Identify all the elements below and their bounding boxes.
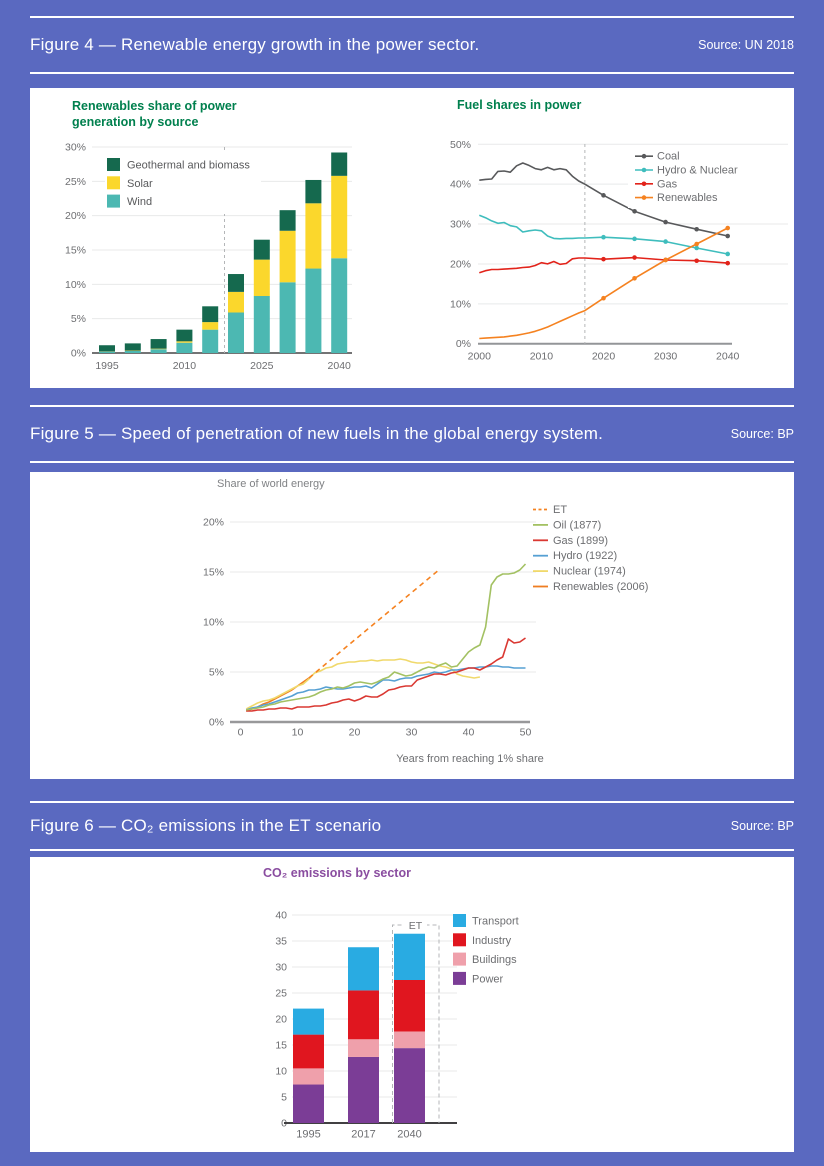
fuel-penetration-chart: Share of world energy 0% 5% 10% 15% 20% 0 10 20 3… bbox=[203, 478, 648, 765]
svg-text:40%: 40% bbox=[450, 179, 471, 191]
svg-text:2017: 2017 bbox=[351, 1129, 375, 1141]
co2-emissions-chart: CO₂ emissions by sector0510152025303540E… bbox=[263, 866, 519, 1141]
svg-text:0%: 0% bbox=[71, 348, 86, 360]
svg-text:5: 5 bbox=[281, 1092, 287, 1104]
svg-text:2040: 2040 bbox=[716, 351, 740, 363]
figure-6-title: Figure 6 — CO₂ emissions in the ET scena… bbox=[30, 816, 382, 835]
svg-text:20%: 20% bbox=[203, 517, 224, 529]
svg-text:Renewables share of power: Renewables share of power bbox=[72, 99, 237, 113]
svg-text:Solar: Solar bbox=[127, 178, 153, 190]
svg-text:2025: 2025 bbox=[250, 360, 274, 372]
svg-text:40: 40 bbox=[463, 727, 475, 739]
svg-text:10%: 10% bbox=[65, 279, 86, 291]
figure-4-block: Figure 4 — Renewable energy growth in th… bbox=[0, 16, 824, 388]
fuel-shares-chart: Fuel shares in power 0% 10% 20% 30% 40% 50% 200… bbox=[450, 98, 792, 363]
svg-text:15%: 15% bbox=[65, 245, 86, 257]
svg-text:20%: 20% bbox=[65, 210, 86, 222]
svg-text:Gas (1899): Gas (1899) bbox=[553, 535, 608, 547]
svg-text:ET: ET bbox=[409, 920, 423, 932]
svg-text:35: 35 bbox=[275, 936, 287, 948]
svg-text:Transport: Transport bbox=[472, 916, 519, 928]
figure-6-source: Source: BP bbox=[730, 819, 794, 833]
figure-5-bottom-rule bbox=[30, 461, 794, 463]
svg-text:2000: 2000 bbox=[468, 351, 492, 363]
svg-text:Fuel shares in power: Fuel shares in power bbox=[457, 98, 581, 112]
svg-text:Power: Power bbox=[472, 973, 504, 985]
svg-text:2030: 2030 bbox=[654, 351, 678, 363]
figure-6-block: Figure 6 — CO₂ emissions in the ET scena… bbox=[0, 801, 824, 1152]
svg-text:20%: 20% bbox=[450, 258, 471, 270]
figure-5-block: Figure 5 — Speed of penetration of new f… bbox=[0, 405, 824, 779]
svg-text:50%: 50% bbox=[450, 139, 471, 151]
svg-text:10: 10 bbox=[292, 727, 304, 739]
figure-6-bottom-rule bbox=[30, 849, 794, 851]
svg-text:20: 20 bbox=[275, 1014, 287, 1026]
figure-6-header: Figure 6 — CO₂ emissions in the ET scena… bbox=[30, 803, 794, 849]
svg-text:Oil (1877): Oil (1877) bbox=[553, 519, 601, 531]
renewables-share-chart: Renewables share of power generation by s… bbox=[65, 99, 352, 372]
svg-text:50: 50 bbox=[520, 727, 532, 739]
svg-text:0%: 0% bbox=[456, 338, 471, 350]
svg-text:Hydro & Nuclear: Hydro & Nuclear bbox=[657, 165, 738, 177]
svg-text:10%: 10% bbox=[450, 298, 471, 310]
svg-text:2040: 2040 bbox=[328, 360, 352, 372]
svg-text:Renewables: Renewables bbox=[657, 192, 718, 204]
svg-text:30: 30 bbox=[275, 962, 287, 974]
figure-5-header: Figure 5 — Speed of penetration of new f… bbox=[30, 407, 794, 461]
svg-text:2040: 2040 bbox=[397, 1129, 421, 1141]
svg-text:5%: 5% bbox=[71, 313, 86, 325]
svg-text:30%: 30% bbox=[65, 142, 86, 154]
svg-text:1995: 1995 bbox=[296, 1129, 320, 1141]
svg-text:Buildings: Buildings bbox=[472, 954, 517, 966]
svg-text:40: 40 bbox=[275, 910, 287, 922]
figure-5-top-rule bbox=[30, 405, 794, 407]
figure-6-top-rule bbox=[30, 801, 794, 803]
svg-text:Hydro (1922): Hydro (1922) bbox=[553, 550, 617, 562]
svg-text:ET: ET bbox=[553, 504, 567, 516]
svg-text:10%: 10% bbox=[203, 617, 224, 629]
svg-text:20: 20 bbox=[349, 727, 361, 739]
figure-4-top-rule bbox=[30, 16, 794, 18]
report-page: Figure 4 — Renewable energy growth in th… bbox=[0, 16, 824, 1152]
figure-5-title: Figure 5 — Speed of penetration of new f… bbox=[30, 424, 604, 443]
svg-text:CO₂ emissions by sector: CO₂ emissions by sector bbox=[263, 866, 411, 880]
svg-text:30%: 30% bbox=[450, 219, 471, 231]
svg-text:Wind: Wind bbox=[127, 196, 152, 208]
svg-text:2010: 2010 bbox=[173, 360, 197, 372]
svg-text:2020: 2020 bbox=[592, 351, 616, 363]
svg-text:25: 25 bbox=[275, 988, 287, 1000]
figure-4-header: Figure 4 — Renewable energy growth in th… bbox=[30, 18, 794, 72]
svg-text:0: 0 bbox=[238, 727, 244, 739]
svg-text:Share of world energy: Share of world energy bbox=[217, 478, 325, 490]
svg-text:Coal: Coal bbox=[657, 151, 680, 163]
svg-text:0%: 0% bbox=[209, 717, 224, 729]
svg-text:5%: 5% bbox=[209, 667, 224, 679]
svg-text:Geothermal and biomass: Geothermal and biomass bbox=[127, 160, 250, 172]
svg-text:Gas: Gas bbox=[657, 178, 678, 190]
figure-4-panel: Renewables share of power generation by s… bbox=[30, 88, 794, 388]
svg-text:25%: 25% bbox=[65, 176, 86, 188]
svg-text:Industry: Industry bbox=[472, 935, 512, 947]
figure-5-panel: Share of world energy 0% 5% 10% 15% 20% 0 10 20 3… bbox=[30, 472, 794, 779]
svg-text:Renewables (2006): Renewables (2006) bbox=[553, 581, 648, 593]
figure-5-source: Source: BP bbox=[730, 427, 794, 441]
svg-text:30: 30 bbox=[406, 727, 418, 739]
svg-text:15%: 15% bbox=[203, 567, 224, 579]
figure-6-panel: CO₂ emissions by sector0510152025303540E… bbox=[30, 857, 794, 1152]
svg-text:10: 10 bbox=[275, 1066, 287, 1078]
svg-text:generation by source: generation by source bbox=[72, 115, 198, 129]
figure-4-source: Source: UN 2018 bbox=[698, 38, 794, 52]
svg-text:2010: 2010 bbox=[530, 351, 554, 363]
figure-4-title: Figure 4 — Renewable energy growth in th… bbox=[30, 35, 480, 54]
svg-text:1995: 1995 bbox=[95, 360, 119, 372]
svg-text:Years from reaching 1% share: Years from reaching 1% share bbox=[396, 753, 544, 765]
svg-text:Nuclear (1974): Nuclear (1974) bbox=[553, 566, 626, 578]
svg-text:15: 15 bbox=[275, 1040, 287, 1052]
figure-4-bottom-rule bbox=[30, 72, 794, 74]
